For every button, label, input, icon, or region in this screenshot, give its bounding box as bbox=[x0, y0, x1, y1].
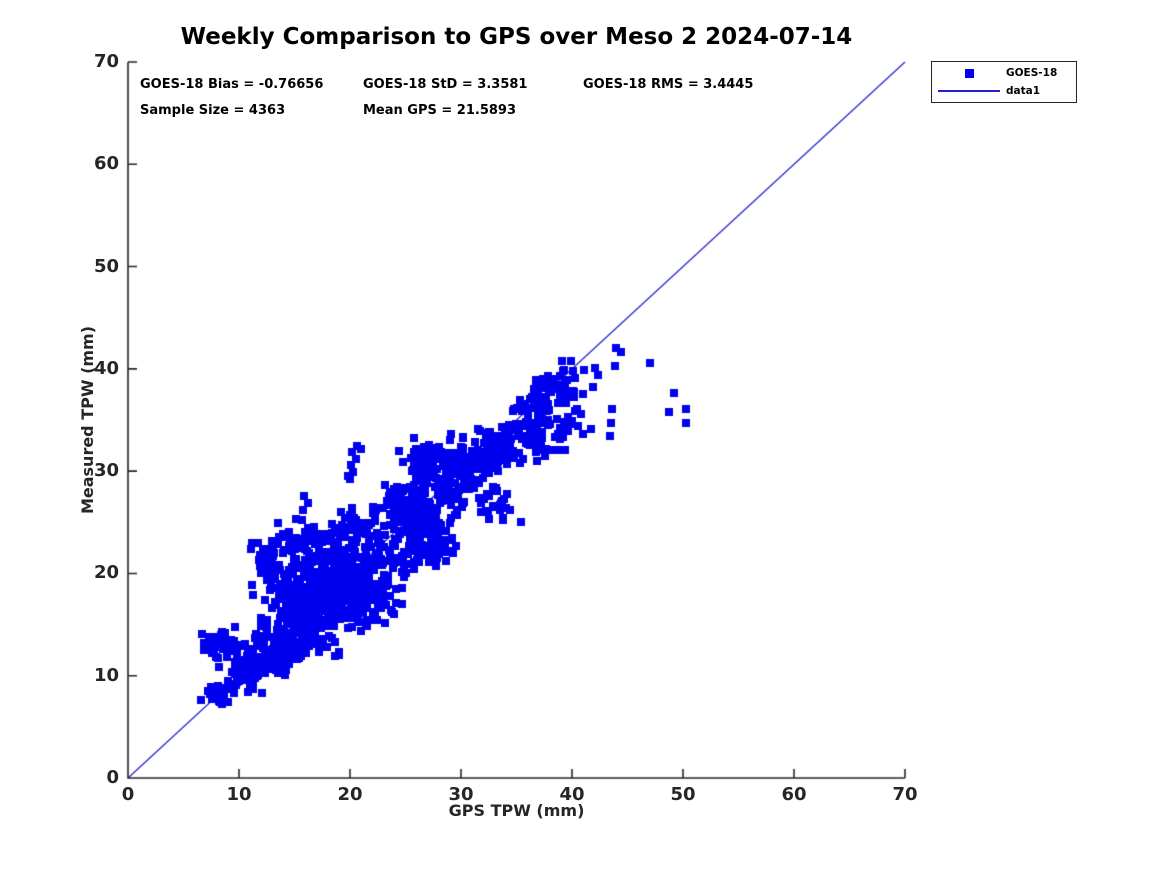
chart-title: Weekly Comparison to GPS over Meso 2 202… bbox=[180, 24, 853, 50]
x-tick-label: 10 bbox=[226, 784, 252, 805]
legend-marker-cell bbox=[932, 90, 1006, 92]
y-tick-label: 70 bbox=[93, 51, 119, 72]
stat-rms: GOES-18 RMS = 3.4445 bbox=[583, 77, 754, 92]
legend-line-marker-icon bbox=[938, 90, 1000, 92]
x-tick-label: 30 bbox=[448, 784, 474, 805]
x-tick-label: 20 bbox=[337, 784, 363, 805]
x-tick-label: 0 bbox=[121, 784, 135, 805]
legend: GOES-18 data1 bbox=[931, 61, 1077, 103]
y-tick-label: 60 bbox=[93, 153, 119, 175]
legend-entry-goes18: GOES-18 bbox=[932, 64, 1076, 82]
stat-sample-size: Sample Size = 4363 bbox=[140, 103, 286, 118]
stat-std: GOES-18 StD = 3.3581 bbox=[363, 77, 528, 92]
y-tick-label: 40 bbox=[93, 357, 119, 379]
y-tick-label: 50 bbox=[93, 255, 119, 277]
legend-entry-data1: data1 bbox=[932, 82, 1076, 100]
y-tick-label: 30 bbox=[93, 460, 119, 482]
x-tick-label: 70 bbox=[892, 784, 918, 805]
stat-bias: GOES-18 Bias = -0.76656 bbox=[140, 77, 324, 92]
legend-square-marker-icon bbox=[964, 68, 974, 78]
legend-label-goes18: GOES-18 bbox=[1006, 67, 1058, 79]
stat-mean-gps: Mean GPS = 21.5893 bbox=[363, 103, 517, 118]
x-tick-label: 40 bbox=[559, 784, 585, 805]
y-axis-label: Measured TPW (mm) bbox=[78, 325, 97, 515]
y-tick-label: 0 bbox=[106, 767, 119, 788]
legend-label-data1: data1 bbox=[1006, 85, 1041, 97]
x-axis-label: GPS TPW (mm) bbox=[448, 801, 585, 820]
x-tick-label: 50 bbox=[670, 784, 696, 805]
y-tick-label: 20 bbox=[93, 562, 119, 584]
x-tick-label: 60 bbox=[781, 784, 807, 805]
legend-marker-cell bbox=[932, 68, 1006, 78]
y-tick-label: 10 bbox=[93, 664, 119, 686]
